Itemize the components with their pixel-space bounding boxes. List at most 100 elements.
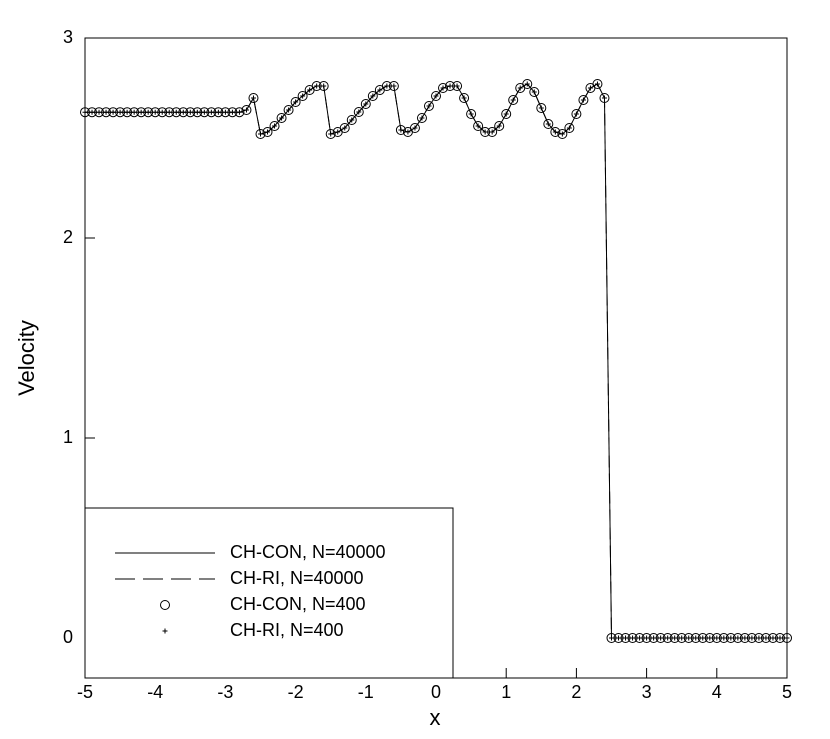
x-tick-label: 0 xyxy=(431,682,441,702)
data-point xyxy=(349,117,355,123)
data-point xyxy=(578,95,589,105)
data-point xyxy=(552,129,558,135)
data-point xyxy=(173,109,179,115)
x-tick-label: -2 xyxy=(288,682,304,702)
data-point xyxy=(412,125,418,131)
data-point xyxy=(531,89,537,95)
data-point xyxy=(229,109,235,115)
data-point xyxy=(215,109,221,115)
data-point xyxy=(592,79,603,89)
data-point xyxy=(707,635,713,641)
data-point xyxy=(438,83,449,93)
data-point xyxy=(82,109,88,115)
data-point xyxy=(627,633,638,643)
data-point xyxy=(606,633,617,643)
data-point xyxy=(234,107,245,118)
data-point xyxy=(328,131,334,137)
data-point xyxy=(693,635,699,641)
data-point xyxy=(117,109,123,115)
data-point xyxy=(311,81,322,91)
data-point xyxy=(644,635,650,641)
data-point xyxy=(623,635,629,641)
data-point xyxy=(300,93,306,99)
data-point xyxy=(749,635,755,641)
data-point xyxy=(227,107,238,118)
data-point xyxy=(433,93,439,99)
data-point xyxy=(297,91,308,101)
data-point xyxy=(426,103,432,109)
data-point xyxy=(222,109,228,115)
data-point xyxy=(648,633,659,643)
data-point xyxy=(94,107,105,118)
data-point xyxy=(482,129,488,135)
legend-label: CH-RI, N=40000 xyxy=(230,568,364,588)
data-point xyxy=(690,633,701,643)
data-point xyxy=(601,95,607,101)
data-point xyxy=(136,107,147,118)
legend-box xyxy=(84,507,454,679)
legend-marker xyxy=(160,600,170,610)
data-point xyxy=(208,109,214,115)
data-point xyxy=(580,97,586,103)
x-tick-label: 3 xyxy=(642,682,652,702)
data-point xyxy=(760,633,771,643)
y-tick-label: 2 xyxy=(63,227,73,247)
data-point xyxy=(108,107,119,118)
data-point xyxy=(543,119,554,129)
data-point xyxy=(721,635,727,641)
data-point xyxy=(770,635,776,641)
data-point xyxy=(735,635,741,641)
data-point xyxy=(398,127,404,133)
data-point xyxy=(381,81,392,91)
data-point xyxy=(152,109,158,115)
data-point xyxy=(725,633,736,643)
data-point xyxy=(655,633,666,643)
data-point xyxy=(122,107,133,118)
data-point xyxy=(391,83,397,89)
y-tick-label: 1 xyxy=(63,427,73,447)
y-axis-label: Velocity xyxy=(14,320,39,396)
data-point xyxy=(599,93,610,103)
data-point xyxy=(388,81,399,91)
data-point xyxy=(124,109,130,115)
data-point xyxy=(395,125,406,135)
data-point xyxy=(508,95,519,105)
legend-label: CH-RI, N=400 xyxy=(230,620,344,640)
x-tick-label: 1 xyxy=(501,682,511,702)
data-point xyxy=(250,95,256,101)
data-point xyxy=(620,633,631,643)
data-point xyxy=(201,109,207,115)
data-point xyxy=(753,633,764,643)
data-point xyxy=(356,109,362,115)
data-point xyxy=(185,107,196,118)
data-point xyxy=(613,633,624,643)
data-point xyxy=(255,129,266,139)
data-point xyxy=(325,129,336,139)
data-point xyxy=(524,81,530,87)
data-point xyxy=(199,107,210,118)
data-point xyxy=(286,107,292,113)
data-point xyxy=(487,127,498,137)
data-point xyxy=(416,113,427,123)
legend-label: CH-CON, N=400 xyxy=(230,594,366,614)
data-point xyxy=(180,109,186,115)
data-point xyxy=(669,633,680,643)
data-point xyxy=(164,107,175,118)
data-point xyxy=(419,115,425,121)
data-point xyxy=(187,109,193,115)
data-point xyxy=(732,633,743,643)
data-point xyxy=(262,127,273,137)
data-point xyxy=(342,125,348,131)
x-axis-label: x xyxy=(430,705,441,730)
legend-marker xyxy=(162,628,168,634)
data-point xyxy=(423,101,434,111)
data-point xyxy=(557,129,568,139)
legend-label: CH-CON, N=40000 xyxy=(230,542,386,562)
data-point xyxy=(468,111,474,117)
y-tick-label: 0 xyxy=(63,627,73,647)
data-point xyxy=(192,107,203,118)
data-point xyxy=(445,81,456,91)
data-point xyxy=(171,107,182,118)
data-point xyxy=(564,123,575,133)
